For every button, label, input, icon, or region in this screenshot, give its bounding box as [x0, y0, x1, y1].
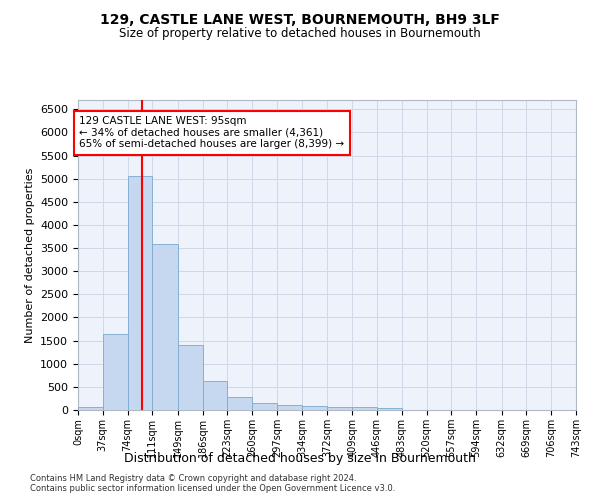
Bar — [128, 176, 152, 410]
Bar — [103, 334, 128, 410]
Bar — [252, 404, 277, 410]
Bar — [302, 406, 328, 410]
Bar — [352, 408, 377, 410]
Text: 129, CASTLE LANE WEST, BOURNEMOUTH, BH9 3LF: 129, CASTLE LANE WEST, BOURNEMOUTH, BH9 … — [100, 12, 500, 26]
Text: Size of property relative to detached houses in Bournemouth: Size of property relative to detached ho… — [119, 28, 481, 40]
Text: Contains public sector information licensed under the Open Government Licence v3: Contains public sector information licen… — [30, 484, 395, 493]
Bar — [377, 408, 402, 410]
Y-axis label: Number of detached properties: Number of detached properties — [25, 168, 35, 342]
Bar — [277, 406, 302, 410]
Text: Distribution of detached houses by size in Bournemouth: Distribution of detached houses by size … — [124, 452, 476, 465]
Text: Contains HM Land Registry data © Crown copyright and database right 2024.: Contains HM Land Registry data © Crown c… — [30, 474, 356, 483]
Bar — [178, 345, 203, 410]
Bar — [152, 244, 178, 410]
Bar — [203, 382, 227, 410]
Bar — [78, 407, 103, 410]
Bar — [227, 396, 252, 410]
Text: 129 CASTLE LANE WEST: 95sqm
← 34% of detached houses are smaller (4,361)
65% of : 129 CASTLE LANE WEST: 95sqm ← 34% of det… — [79, 116, 344, 150]
Bar — [328, 407, 352, 410]
